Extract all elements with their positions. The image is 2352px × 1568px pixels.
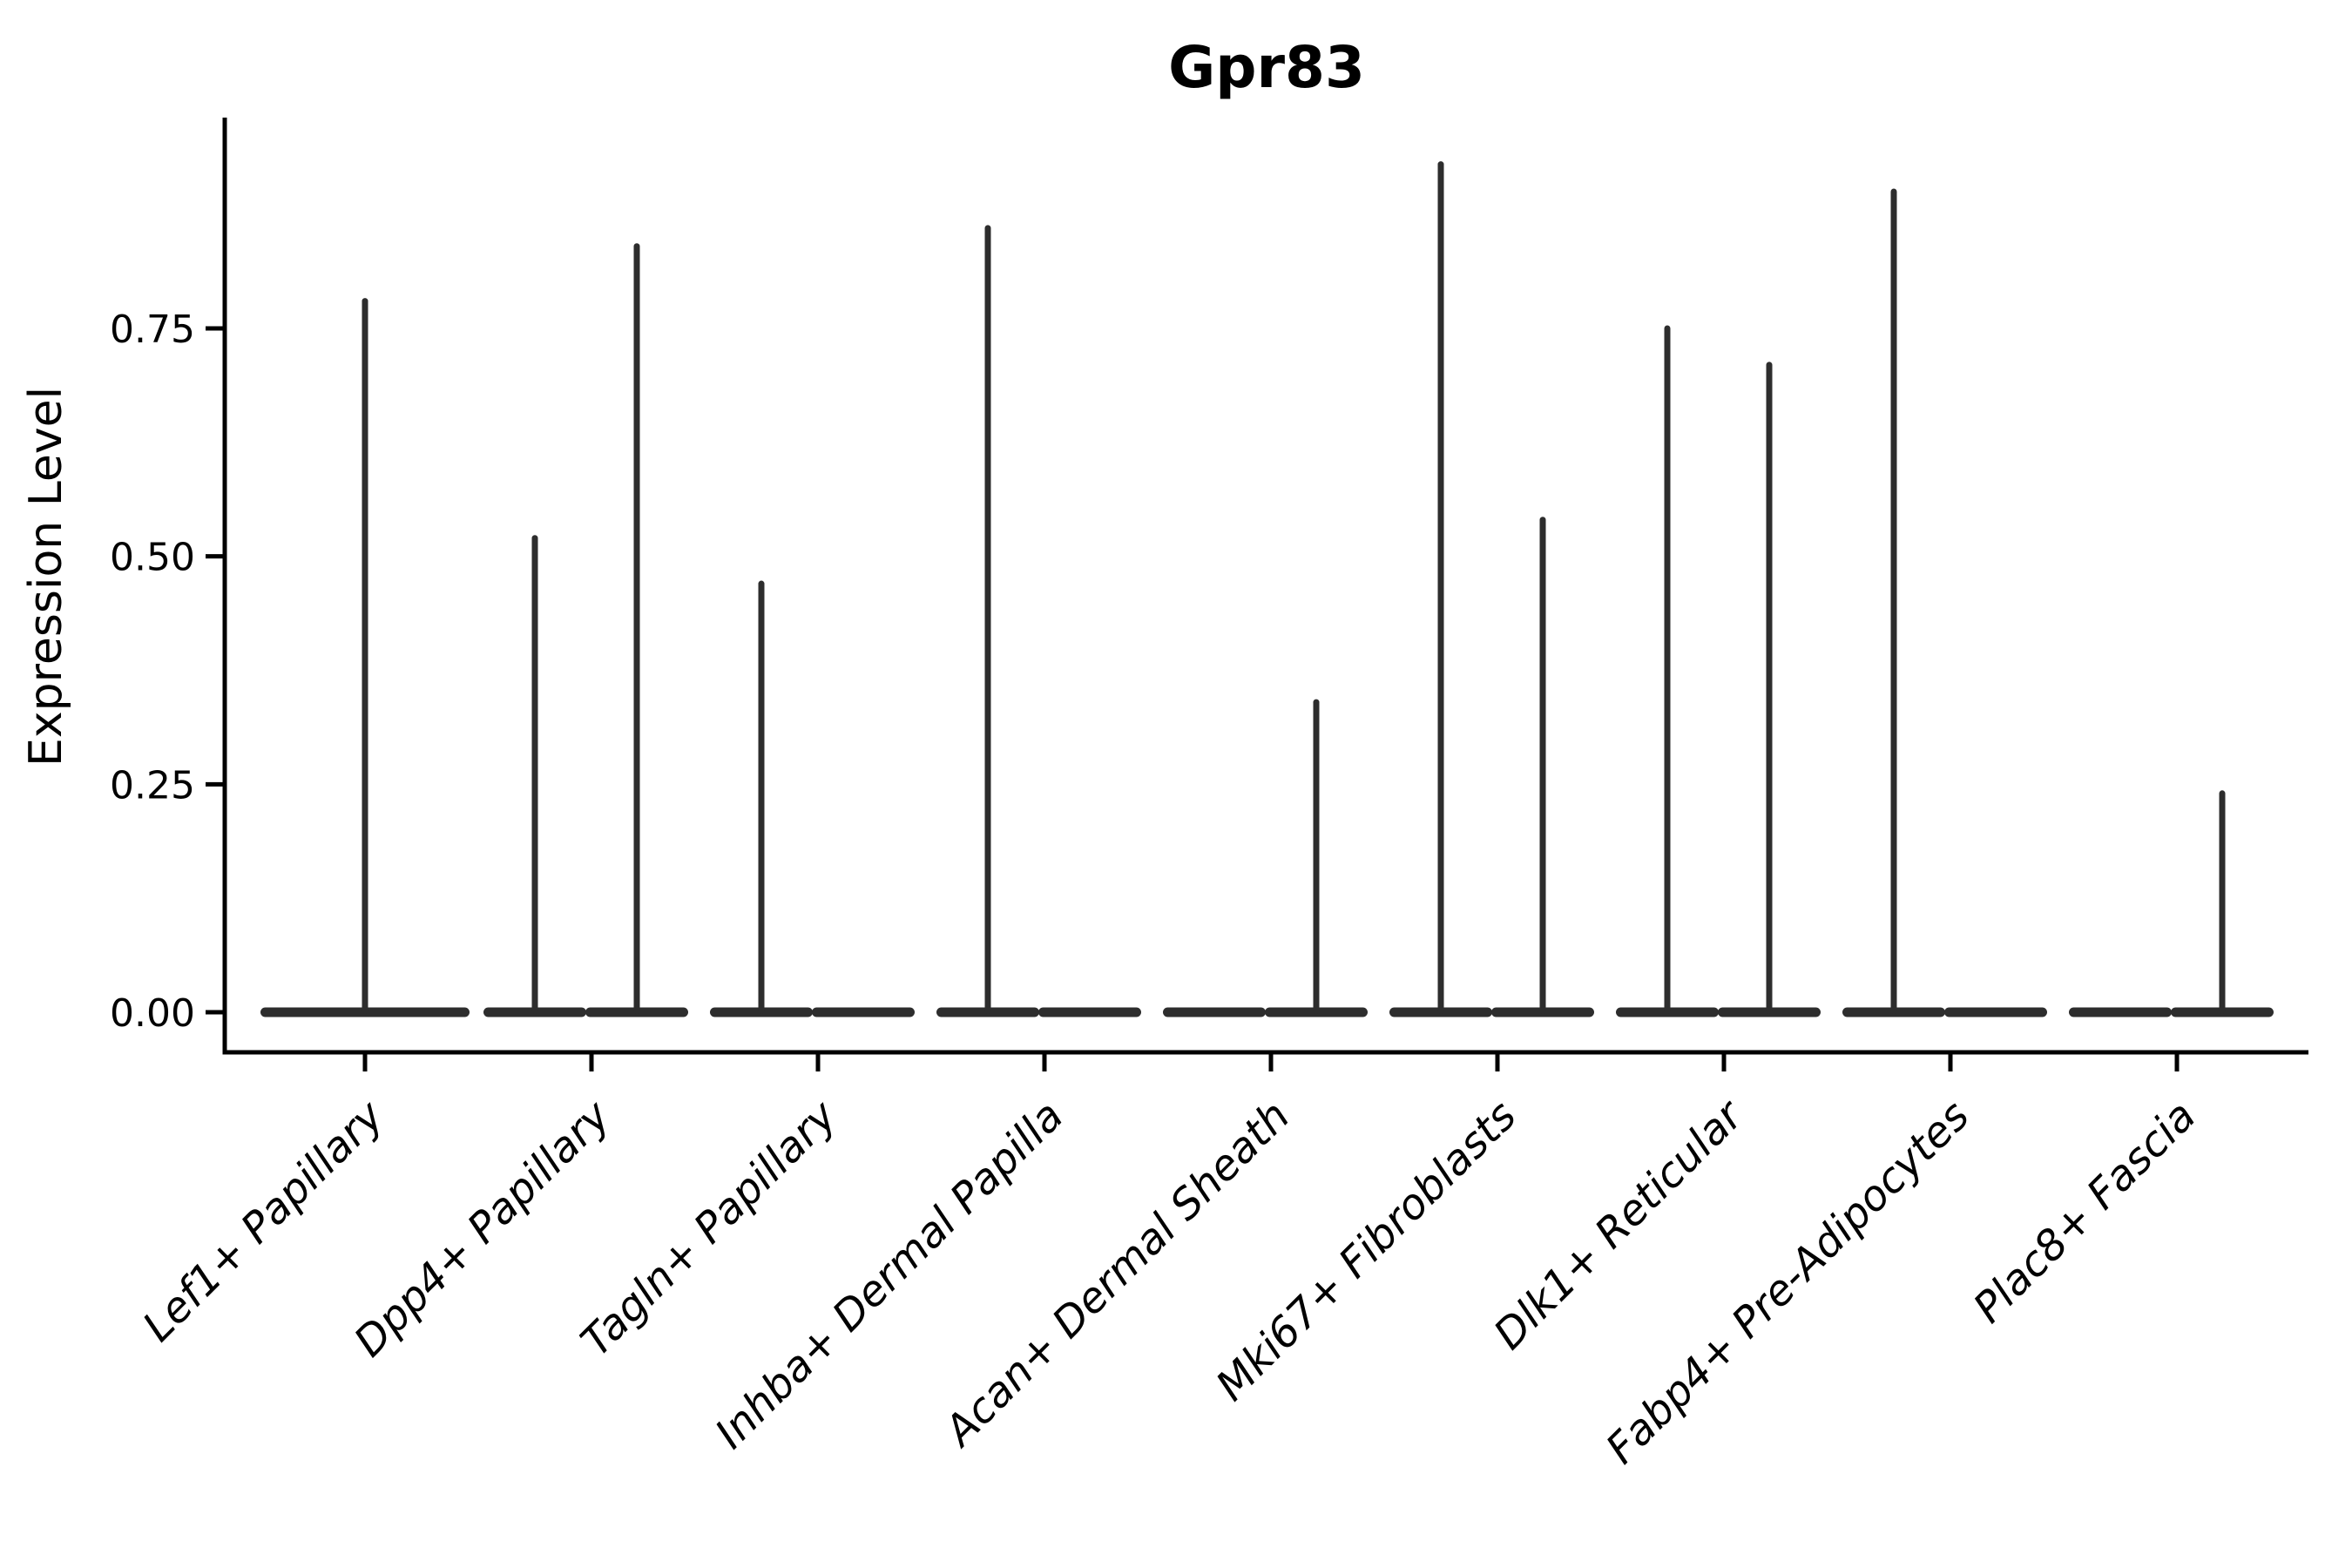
x-tick-label: Dlk1+ Reticular <box>1484 1090 1754 1360</box>
x-tick-label: Lef1+ Papillary <box>133 1091 394 1351</box>
violins-group <box>260 161 2274 1017</box>
violin-base <box>2069 1007 2172 1017</box>
violin-base <box>1038 1007 1141 1017</box>
axes: 0.00 0.25 0.50 0.75 <box>110 118 2308 1071</box>
x-tick-label: Plac8+ Fascia <box>1964 1092 2206 1333</box>
y-tick-label: 0.75 <box>110 308 195 352</box>
y-tick-label: 0.50 <box>110 536 195 580</box>
chart-title: Gpr83 <box>1168 34 1365 101</box>
violin-base <box>1944 1007 2047 1017</box>
y-tick-label: 0.00 <box>110 991 195 1036</box>
violin-base <box>1163 1007 1266 1017</box>
y-axis-label: Expression Level <box>20 387 72 767</box>
y-tick-label: 0.25 <box>110 763 195 808</box>
violin-base <box>812 1007 915 1017</box>
x-tick-label: Fabp4+ Pre-Adipocytes <box>1597 1092 1979 1474</box>
axis-spines <box>222 118 2308 1055</box>
